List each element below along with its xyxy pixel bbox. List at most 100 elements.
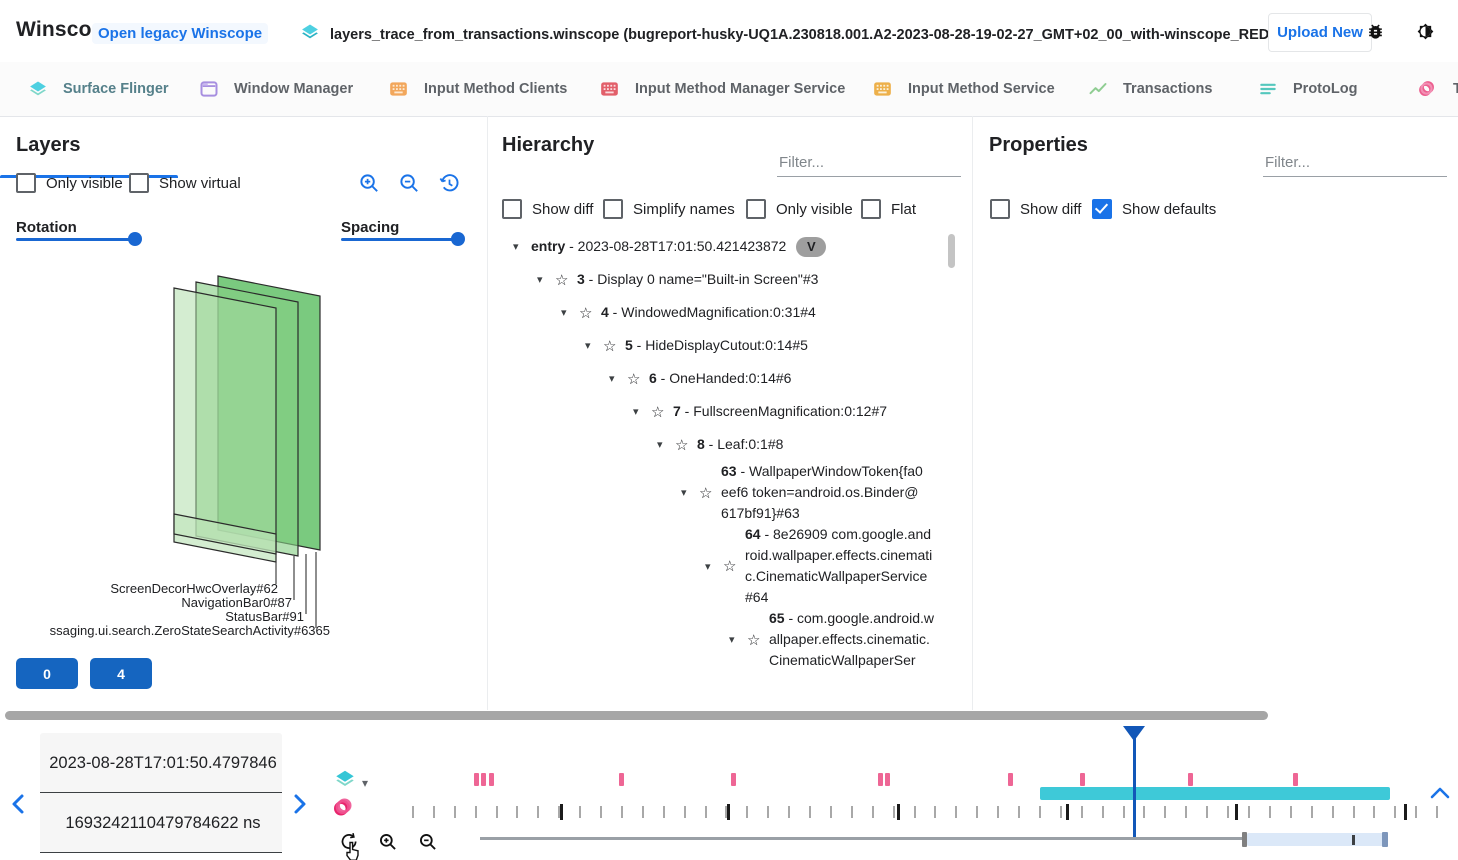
tab-protolog[interactable]: ProtoLog: [1258, 62, 1357, 116]
tree-row[interactable]: ▾ ☆ 63 - WallpaperWindowToken{fa0eef6 tok…: [681, 463, 923, 521]
timeline-scroll-selection[interactable]: [1247, 833, 1388, 846]
tab-input-method-service[interactable]: Input Method Service: [872, 62, 1055, 116]
ruler-tick: [976, 806, 978, 818]
star-icon[interactable]: ☆: [603, 337, 617, 355]
caret-down-icon[interactable]: ▾: [609, 373, 615, 385]
star-icon[interactable]: ☆: [579, 304, 593, 322]
display-button-0[interactable]: 0: [16, 658, 78, 689]
restore-view-icon[interactable]: [438, 172, 461, 200]
caret-down-icon[interactable]: ▾: [729, 634, 735, 646]
checkbox-checked[interactable]: [1092, 199, 1112, 219]
checkbox[interactable]: [502, 199, 522, 219]
simplify-names-checkbox[interactable]: Simplify names: [603, 199, 735, 219]
properties-panel-title: Properties: [989, 134, 1088, 156]
hierarchy-filter-input[interactable]: [777, 148, 961, 177]
tree-row[interactable]: ▾ ☆ 7 - FullscreenMagnification:0:12#7: [633, 403, 888, 421]
spacing-slider[interactable]: [341, 232, 465, 246]
tab-transactions[interactable]: Transactions: [1088, 62, 1212, 116]
zoom-out-icon[interactable]: [398, 172, 421, 200]
tree-row[interactable]: ▾ ☆ 64 - 8e26909 com.google.android.wallp…: [705, 526, 933, 605]
checkbox[interactable]: [746, 199, 766, 219]
keyboard-icon: [601, 82, 618, 96]
ruler-tick: [705, 806, 707, 818]
star-icon[interactable]: ☆: [747, 631, 761, 649]
layers-icon: [30, 81, 46, 96]
scroll-left-handle[interactable]: [1242, 832, 1247, 847]
trace-tab-bar: Surface Flinger Window Manager Input Met…: [0, 62, 1458, 178]
star-icon[interactable]: ☆: [723, 558, 737, 575]
caret-down-icon[interactable]: ▾: [537, 274, 543, 286]
tree-row[interactable]: ▾ ☆ 3 - Display 0 name="Built-in Screen"#…: [537, 271, 819, 289]
tree-row[interactable]: ▾ ☆ 5 - HideDisplayCutout:0:14#5: [585, 337, 808, 355]
human-timestamp-field[interactable]: [40, 733, 286, 794]
only-visible-checkbox[interactable]: Only visible: [16, 173, 123, 193]
star-icon[interactable]: ☆: [699, 484, 713, 502]
checkbox[interactable]: [861, 199, 881, 219]
surface-flinger-trace-icon[interactable]: [334, 768, 356, 795]
tab-input-method-manager-service[interactable]: Input Method Manager Service: [599, 62, 845, 116]
transition-event-marker: [1293, 773, 1298, 786]
reset-zoom-icon[interactable]: [339, 831, 360, 857]
timeline-resize-handle[interactable]: [5, 711, 1268, 720]
tree-row[interactable]: ▾ ☆ 8 - Leaf:0:1#8: [657, 436, 784, 454]
hierarchy-only-visible-checkbox[interactable]: Only visible: [746, 199, 853, 219]
spacing-slider-label: Spacing: [341, 219, 400, 236]
timeline-scroll-track[interactable]: [480, 837, 1247, 840]
properties-show-diff-checkbox[interactable]: Show diff: [990, 199, 1081, 219]
checkbox[interactable]: [16, 173, 36, 193]
tab-window-manager[interactable]: Window Manager: [199, 62, 353, 116]
star-icon[interactable]: ☆: [627, 370, 641, 388]
checkbox[interactable]: [603, 199, 623, 219]
timeline-zoom-in-icon[interactable]: [378, 832, 398, 857]
zoom-in-icon[interactable]: [358, 172, 381, 200]
display-button-4[interactable]: 4: [90, 658, 152, 689]
timeline-cursor-line[interactable]: [1133, 726, 1136, 838]
tab-transitions[interactable]: Tr: [1416, 62, 1458, 116]
tab-surface-flinger[interactable]: Surface Flinger: [28, 62, 169, 116]
tree-row[interactable]: ▾ ☆ 65 - com.google.android.wallpaper.eff…: [729, 610, 934, 668]
transitions-trace-icon[interactable]: [331, 795, 356, 824]
star-icon[interactable]: ☆: [675, 436, 689, 454]
transition-event-marker: [481, 773, 486, 786]
caret-down-icon[interactable]: ▾: [585, 340, 591, 352]
caret-down-icon[interactable]: ▾: [705, 560, 711, 573]
caret-down-icon[interactable]: ▾: [633, 406, 639, 418]
star-icon[interactable]: ☆: [651, 403, 665, 421]
scroll-right-handle[interactable]: [1382, 832, 1388, 847]
caret-down-icon[interactable]: ▾: [561, 307, 567, 319]
dark-mode-icon[interactable]: [1414, 20, 1437, 48]
bug-report-icon[interactable]: [1366, 22, 1385, 46]
transition-event-marker: [489, 773, 494, 786]
star-icon[interactable]: ☆: [555, 271, 569, 289]
timeline-zoom-out-icon[interactable]: [418, 832, 438, 857]
expand-timeline-chevron[interactable]: [1430, 786, 1450, 800]
caret-down-icon[interactable]: ▾: [681, 487, 687, 499]
properties-filter-input[interactable]: [1263, 148, 1447, 177]
tree-row[interactable]: ▾ ☆ 4 - WindowedMagnification:0:31#4: [561, 304, 816, 322]
open-legacy-link[interactable]: Open legacy Winscope: [92, 23, 269, 44]
upload-new-button[interactable]: Upload New: [1268, 13, 1372, 52]
checkbox[interactable]: [990, 199, 1010, 219]
circles-icon: [1419, 81, 1434, 96]
top-bar: Winscope Open legacy Winscope layers_tra…: [0, 0, 1458, 63]
hierarchy-show-diff-checkbox[interactable]: Show diff: [502, 199, 593, 219]
checkbox[interactable]: [129, 173, 149, 193]
show-virtual-checkbox[interactable]: Show virtual: [129, 173, 241, 193]
previous-entry-chevron[interactable]: [9, 793, 27, 815]
caret-down-icon[interactable]: ▾: [657, 439, 663, 451]
ns-timestamp-field[interactable]: [40, 793, 286, 854]
tab-input-method-clients[interactable]: Input Method Clients: [388, 62, 567, 116]
tree-row-entry[interactable]: ▾ entry - 2023-08-28T17:01:50.421423872 …: [487, 230, 952, 263]
layers-3d-scene[interactable]: [90, 262, 340, 640]
rotation-slider[interactable]: [16, 232, 142, 246]
flat-checkbox[interactable]: Flat: [861, 199, 916, 219]
timeline-cursor-flag[interactable]: [1123, 726, 1145, 741]
ruler-major-tick: [727, 804, 730, 820]
caret-down-icon[interactable]: ▾: [513, 241, 519, 253]
tree-row[interactable]: ▾ ☆ 6 - OneHanded:0:14#6: [609, 370, 792, 388]
tree-scrollbar[interactable]: [948, 234, 955, 268]
next-entry-chevron[interactable]: [291, 793, 309, 815]
show-defaults-checkbox[interactable]: Show defaults: [1092, 199, 1216, 219]
trace-select-caret-icon[interactable]: ▾: [362, 776, 369, 790]
ruler-major-tick: [1066, 804, 1069, 820]
